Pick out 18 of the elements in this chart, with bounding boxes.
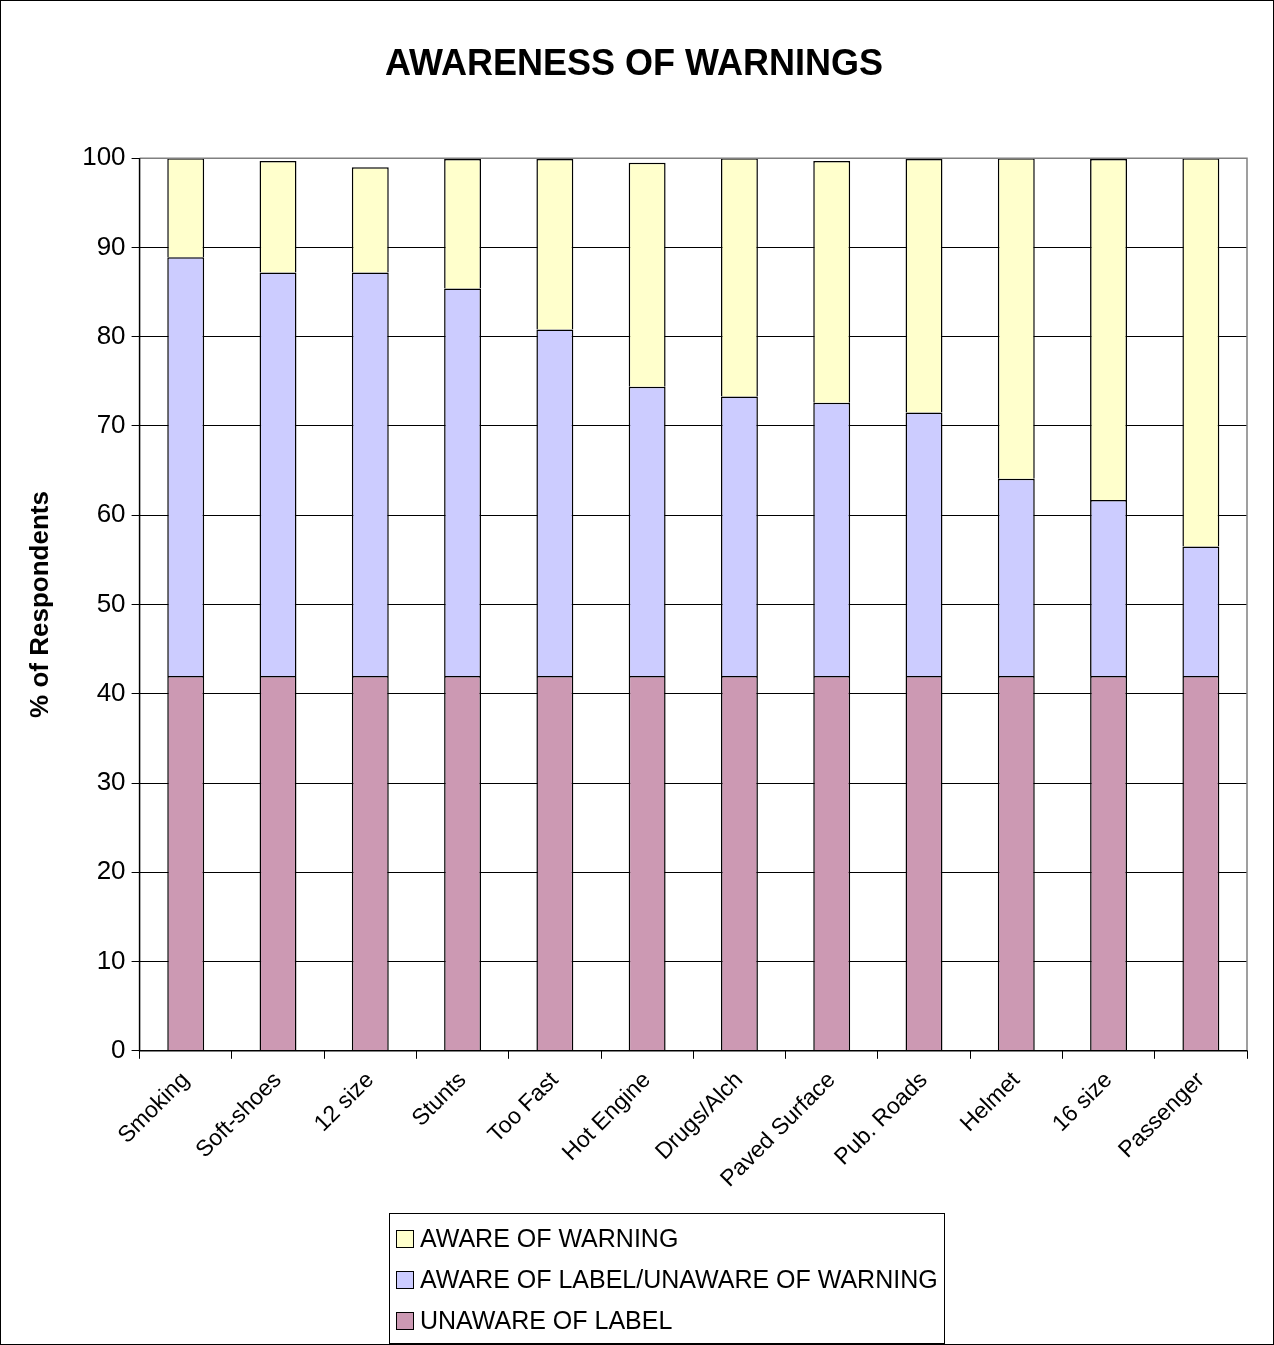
legend-label: AWARE OF LABEL/UNAWARE OF WARNING [420, 1265, 938, 1294]
y-tick-label: 90 [96, 230, 126, 261]
y-tick-label: 0 [111, 1033, 126, 1064]
y-axis-title: % of Respondents [23, 491, 54, 718]
x-tick-label: 16 size [1046, 1066, 1117, 1137]
x-tick-label: 12 size [308, 1066, 379, 1137]
y-tick-label: 60 [96, 498, 126, 529]
y-tick-label: 100 [82, 141, 126, 172]
legend-label: AWARE OF WARNING [420, 1224, 679, 1253]
chart-title: AWARENESS OF WARNINGS [384, 41, 884, 83]
y-tick-label: 70 [96, 409, 126, 440]
y-tick-label: 80 [96, 319, 126, 350]
y-tick-label: 50 [96, 587, 126, 618]
legend-label: UNAWARE OF LABEL [420, 1306, 673, 1335]
y-tick-label: 30 [96, 766, 126, 797]
y-tick-label: 10 [96, 944, 126, 975]
y-tick-label: 40 [96, 676, 126, 707]
y-tick-label: 20 [96, 855, 126, 886]
